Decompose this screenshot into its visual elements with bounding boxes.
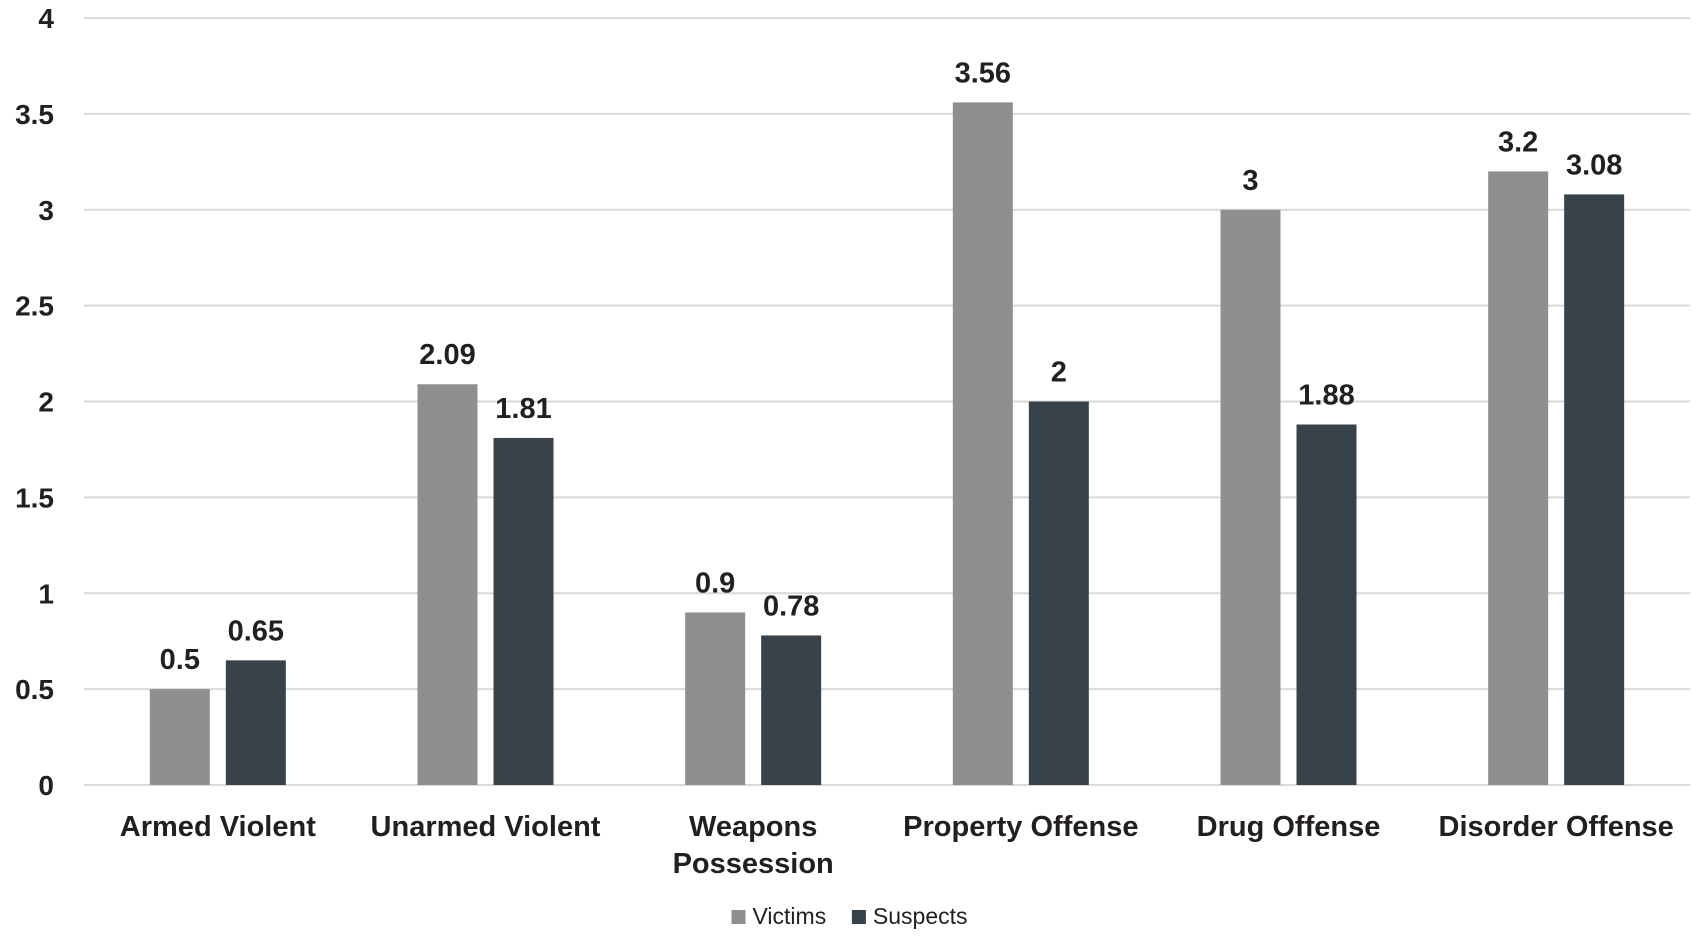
bar-suspects <box>225 660 286 785</box>
data-label: 3.2 <box>1498 126 1538 158</box>
bar-suspects <box>1028 401 1089 785</box>
bar-suspects <box>761 635 822 785</box>
data-label: 0.65 <box>228 615 284 647</box>
data-label: 0.5 <box>160 644 200 676</box>
data-label: 3.08 <box>1566 149 1622 181</box>
bar-victims <box>952 102 1013 786</box>
x-tick-label: Weapons <box>689 811 817 843</box>
y-tick-label: 3.5 <box>15 99 54 130</box>
data-label: 3.56 <box>955 57 1011 89</box>
gridlines <box>84 17 1690 786</box>
data-label: 1.81 <box>495 393 551 425</box>
legend: Victims Suspects <box>731 903 968 929</box>
y-tick-label: 2.5 <box>15 291 54 322</box>
bar-suspects <box>1564 194 1625 785</box>
y-tick-label: 2 <box>38 387 54 418</box>
x-tick-label: Unarmed Violent <box>371 811 601 843</box>
y-tick-label: 1.5 <box>15 482 54 513</box>
x-tick-label: Property Offense <box>903 811 1138 843</box>
bar-victims <box>685 612 746 785</box>
legend-label: Suspects <box>873 903 968 929</box>
data-label: 3 <box>1242 165 1258 197</box>
legend-swatch <box>851 910 866 924</box>
bar-suspects <box>493 437 554 785</box>
y-axis: 0 0.5 1 1.5 2 2.5 3 3.5 4 <box>15 3 54 801</box>
data-label: 0.78 <box>763 590 819 622</box>
x-tick-label: Disorder Offense <box>1439 811 1674 843</box>
data-label: 2 <box>1051 357 1067 389</box>
y-tick-label: 0.5 <box>15 674 54 705</box>
data-label: 2.09 <box>419 339 475 371</box>
legend-swatch <box>731 910 746 924</box>
data-label: 1.88 <box>1298 380 1354 412</box>
bar-victims <box>1220 209 1281 785</box>
bar-victims <box>1488 171 1549 785</box>
x-axis: Armed Violent Unarmed Violent Weapons Posse… <box>120 811 1674 880</box>
y-tick-label: 4 <box>38 3 54 34</box>
legend-label: Victims <box>753 903 827 929</box>
x-tick-label: Possession <box>673 848 834 880</box>
bars <box>149 102 1625 786</box>
x-tick-label: Armed Violent <box>120 811 316 843</box>
data-labels: 0.5 0.65 2.09 1.81 0.9 0.78 3.56 2 3 1.88 3.2 3.08 <box>160 57 1623 676</box>
x-tick-label: Drug Offense <box>1197 811 1381 843</box>
bar-victims <box>149 689 210 785</box>
bar-suspects <box>1296 424 1357 785</box>
data-label: 0.9 <box>695 567 735 599</box>
y-tick-label: 3 <box>38 195 54 226</box>
bar-victims <box>417 384 478 785</box>
y-tick-label: 0 <box>38 770 54 801</box>
y-tick-label: 1 <box>38 578 54 609</box>
